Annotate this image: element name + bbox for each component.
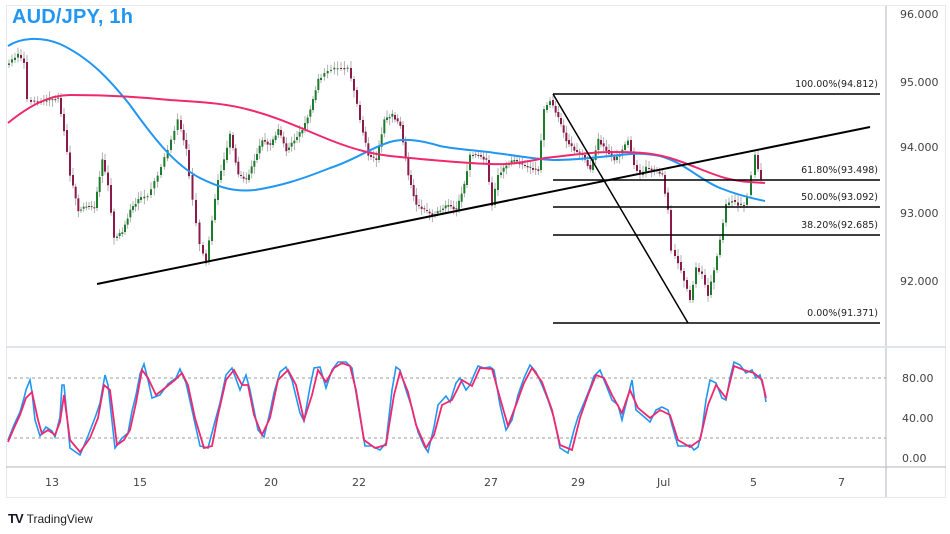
tradingview-brand-name: TradingView xyxy=(26,511,93,526)
stoch-tick: 80.00 xyxy=(902,372,934,385)
ascending-trendline[interactable] xyxy=(96,126,871,285)
time-axis[interactable]: 13 15 20 22 27 29 Jul 5 7 xyxy=(45,476,845,489)
time-tick: 5 xyxy=(750,476,757,489)
time-tick: 27 xyxy=(484,476,498,489)
price-tick: 96.000 xyxy=(900,8,939,21)
time-tick: 15 xyxy=(133,476,147,489)
fibonacci-retracement[interactable]: 100.00%(94.812) 61.80%(93.498) 50.00%(93… xyxy=(553,79,880,324)
fib-label-0: 0.00%(91.371) xyxy=(807,308,878,319)
tradingview-logo[interactable]: TV TradingView xyxy=(8,511,93,526)
stoch-tick: 40.00 xyxy=(902,412,934,425)
stoch-d-line xyxy=(7,362,767,454)
fib-diagonal[interactable] xyxy=(552,93,689,324)
price-tick: 94.000 xyxy=(900,141,939,154)
price-tick: 92.000 xyxy=(900,275,939,288)
time-tick: 13 xyxy=(45,476,59,489)
time-tick: 29 xyxy=(571,476,585,489)
price-candles xyxy=(8,47,762,303)
price-axis[interactable]: 96.000 95.000 94.000 93.000 92.000 xyxy=(900,8,939,288)
fib-label-50: 50.00%(93.092) xyxy=(801,192,878,203)
stoch-tick: 0.00 xyxy=(902,452,927,465)
time-tick: 20 xyxy=(264,476,278,489)
chart-frame xyxy=(6,5,946,498)
tradingview-mark-icon: TV xyxy=(8,511,24,526)
time-tick: Jul xyxy=(656,476,670,489)
stoch-k-line xyxy=(7,360,767,457)
fib-label-618: 61.80%(93.498) xyxy=(801,165,878,176)
fib-label-382: 38.20%(92.685) xyxy=(801,220,878,231)
ma-slow-line xyxy=(7,93,766,184)
price-tick: 95.000 xyxy=(900,76,939,89)
chart-title: AUD/JPY, 1h xyxy=(12,6,134,28)
stoch-axis[interactable]: 80.00 40.00 0.00 xyxy=(902,372,934,465)
time-tick: 7 xyxy=(838,476,845,489)
price-tick: 93.000 xyxy=(900,207,939,220)
time-tick: 22 xyxy=(352,476,366,489)
fib-label-100: 100.00%(94.812) xyxy=(795,79,878,90)
